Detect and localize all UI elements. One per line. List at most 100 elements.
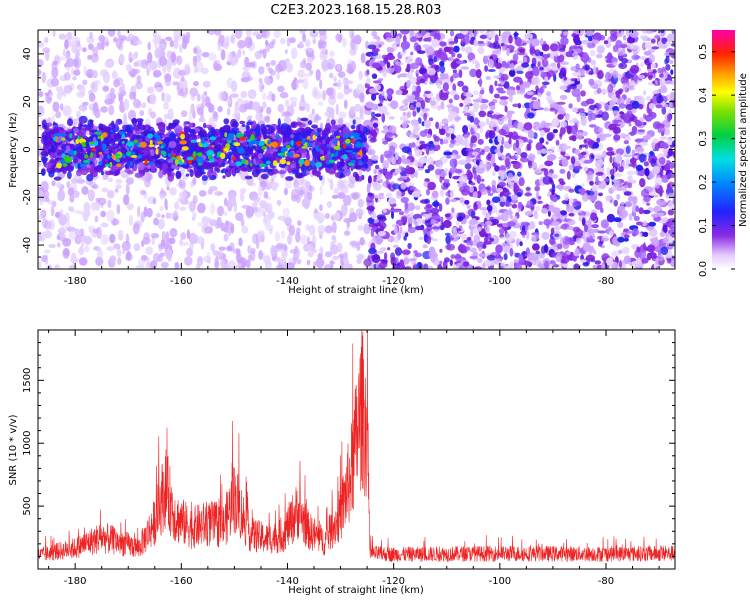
spectrogram-blob	[80, 119, 86, 124]
spectrogram-blob	[175, 170, 182, 180]
spectrogram-blob	[234, 30, 243, 39]
spectrogram-blob	[299, 30, 306, 35]
spectrogram-blob	[305, 62, 312, 71]
spectrogram-blob	[448, 171, 452, 179]
spectrogram-blob	[223, 233, 229, 242]
spectrogram-blob	[212, 250, 220, 256]
spectrogram-blob	[291, 47, 298, 59]
spectrogram-blob	[73, 69, 81, 76]
spectrogram-blob	[659, 136, 668, 141]
spectrogram-blob	[499, 96, 509, 100]
spectrogram-blob	[450, 191, 454, 197]
spectrogram-blob	[569, 119, 573, 124]
spectrogram-blob	[639, 250, 647, 259]
spectrogram-blob	[409, 134, 414, 139]
spectrogram-blob	[140, 189, 146, 196]
spectrogram-blob	[490, 201, 495, 205]
spectrogram-blob	[426, 46, 435, 55]
spectrogram-blob	[647, 244, 656, 253]
spectrogram-blob	[41, 71, 47, 84]
spectrogram-blob	[636, 246, 641, 253]
spectrogram-blob	[469, 39, 475, 45]
spectrogram-blob	[595, 171, 604, 176]
spectrogram-blob	[494, 258, 502, 265]
spectrogram-blob	[647, 68, 654, 73]
spectrogram-blob	[134, 172, 144, 178]
spectrogram-blob	[43, 190, 50, 199]
spectrogram-blob	[501, 115, 508, 122]
spectrogram-blob	[82, 101, 89, 106]
spectrogram-blob	[205, 96, 211, 107]
spectrogram-blob	[207, 169, 212, 179]
spectrogram-blob	[125, 183, 130, 196]
spectrogram-blob	[208, 52, 217, 61]
spectrogram-blob	[649, 150, 654, 157]
spectrogram-blob	[410, 36, 417, 43]
spectrogram-blob	[132, 98, 141, 109]
spectrogram-blob	[609, 155, 613, 164]
spectrogram-blob	[469, 68, 478, 78]
spectrogram-blob	[596, 87, 602, 94]
spectrogram-blob	[559, 168, 566, 174]
spectrogram-blob	[109, 255, 117, 264]
spectrogram-blob	[93, 101, 99, 113]
spectrogram-blob	[487, 152, 492, 160]
spectrogram-blob	[527, 252, 535, 261]
spectrogram-blob	[371, 111, 376, 119]
spectrogram-blob	[405, 164, 411, 175]
spectrogram-blob	[431, 238, 438, 242]
spectrogram-blob	[395, 61, 404, 66]
spectrogram-blob	[214, 256, 219, 268]
spectrogram-blob	[308, 147, 312, 151]
spectrogram-blob	[555, 211, 561, 218]
spectrogram-blob	[603, 40, 609, 45]
spectrogram-blob	[491, 184, 497, 194]
spectrogram-blob	[442, 139, 449, 145]
spectrogram-blob	[377, 230, 386, 237]
spectrogram-blob	[71, 36, 81, 45]
spectrogram-blob	[328, 87, 336, 100]
spectrogram-blob	[500, 175, 505, 182]
spectrogram-blob	[151, 236, 155, 246]
spectrogram-blob	[579, 144, 587, 148]
spectrogram-blob	[263, 191, 269, 199]
spectrogram-blob	[231, 80, 238, 93]
spectrogram-blob	[575, 237, 582, 244]
spectrogram-blob	[159, 252, 165, 257]
spectrogram-blob	[560, 37, 569, 46]
spectrogram-blob	[109, 233, 116, 244]
spectrogram-blob	[117, 257, 122, 265]
spectrogram-blob	[538, 221, 543, 226]
spectrogram-blob	[319, 79, 323, 90]
spectrogram-blob	[500, 195, 507, 203]
spectrogram-blob	[503, 81, 510, 89]
spectrogram-blob	[73, 209, 81, 214]
spectrogram-blob	[318, 41, 327, 49]
spectrogram-blob	[344, 80, 354, 85]
spectrogram-blob	[430, 32, 434, 37]
spectrogram-blob	[86, 73, 93, 78]
spectrogram-blob	[301, 197, 311, 209]
spectrogram-blob	[53, 176, 62, 181]
spectrogram-blob	[324, 225, 334, 234]
spectrogram-blob	[445, 197, 450, 205]
spectrogram-blob	[414, 205, 421, 211]
spectrogram-blob	[419, 140, 426, 145]
spectrogram-blob	[97, 197, 107, 206]
spectrogram-blob	[659, 73, 664, 78]
spectrogram-blob	[580, 69, 585, 76]
spectrogram-blob	[585, 254, 596, 261]
spectrogram-blob	[601, 111, 609, 121]
spectrogram-blob	[623, 154, 633, 158]
spectrogram-blob	[331, 235, 337, 241]
spectrogram-blob	[575, 209, 583, 213]
spectrogram-blob	[507, 118, 513, 126]
spectrogram-blob	[371, 73, 378, 79]
spectrogram-blob	[544, 160, 554, 167]
spectrogram-blob	[486, 199, 491, 206]
spectrogram-blob	[281, 249, 288, 259]
spectrogram-blob	[213, 64, 222, 71]
spectrogram-blob	[63, 72, 71, 81]
spectrogram-blob	[450, 139, 456, 144]
spectrogram-blob	[410, 51, 414, 56]
